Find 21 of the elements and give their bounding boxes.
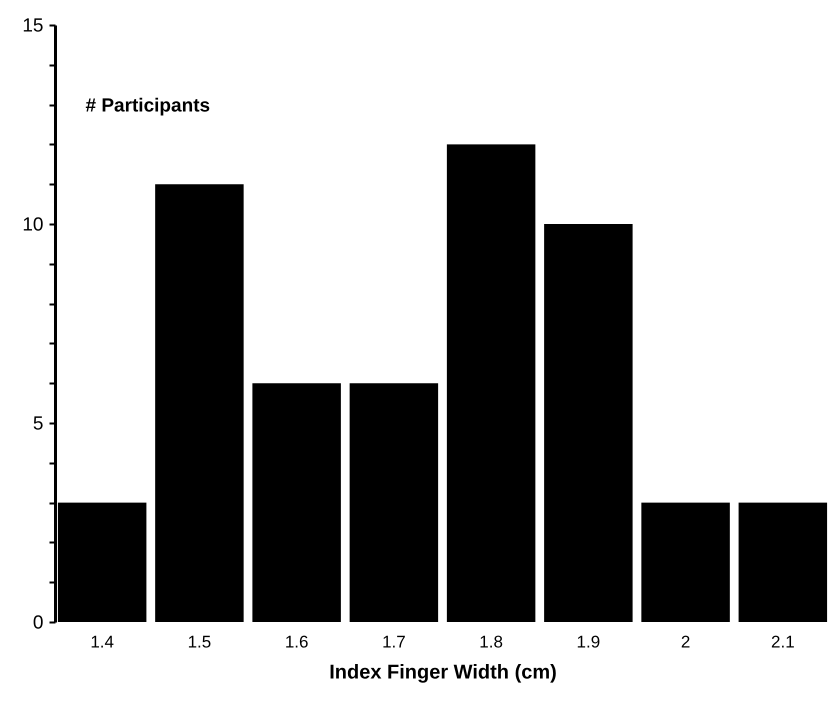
bar <box>252 383 341 622</box>
bar <box>641 502 730 622</box>
y-tick-label: 5 <box>32 414 44 434</box>
y-axis-title: # Participants <box>86 96 210 116</box>
bar <box>544 224 633 622</box>
bar <box>738 502 828 622</box>
x-tick-label: 1.7 <box>382 632 406 652</box>
x-tick-label: 1.9 <box>576 632 600 652</box>
y-tick-label: 15 <box>22 16 44 36</box>
bar <box>350 383 438 622</box>
x-tick-label: 1.8 <box>479 632 503 652</box>
bar <box>155 184 244 622</box>
x-tick-label: 2 <box>680 632 690 652</box>
x-tick-label: 1.4 <box>90 632 114 652</box>
x-tick-label: 1.5 <box>188 632 212 652</box>
x-tick-label: 1.6 <box>284 632 308 652</box>
y-tick-label: 10 <box>22 214 44 236</box>
x-tick-label: 2.1 <box>771 632 795 652</box>
x-axis-title: Index Finger Width (cm) <box>329 662 557 684</box>
bar <box>446 144 536 622</box>
y-tick-label: 0 <box>32 612 44 634</box>
